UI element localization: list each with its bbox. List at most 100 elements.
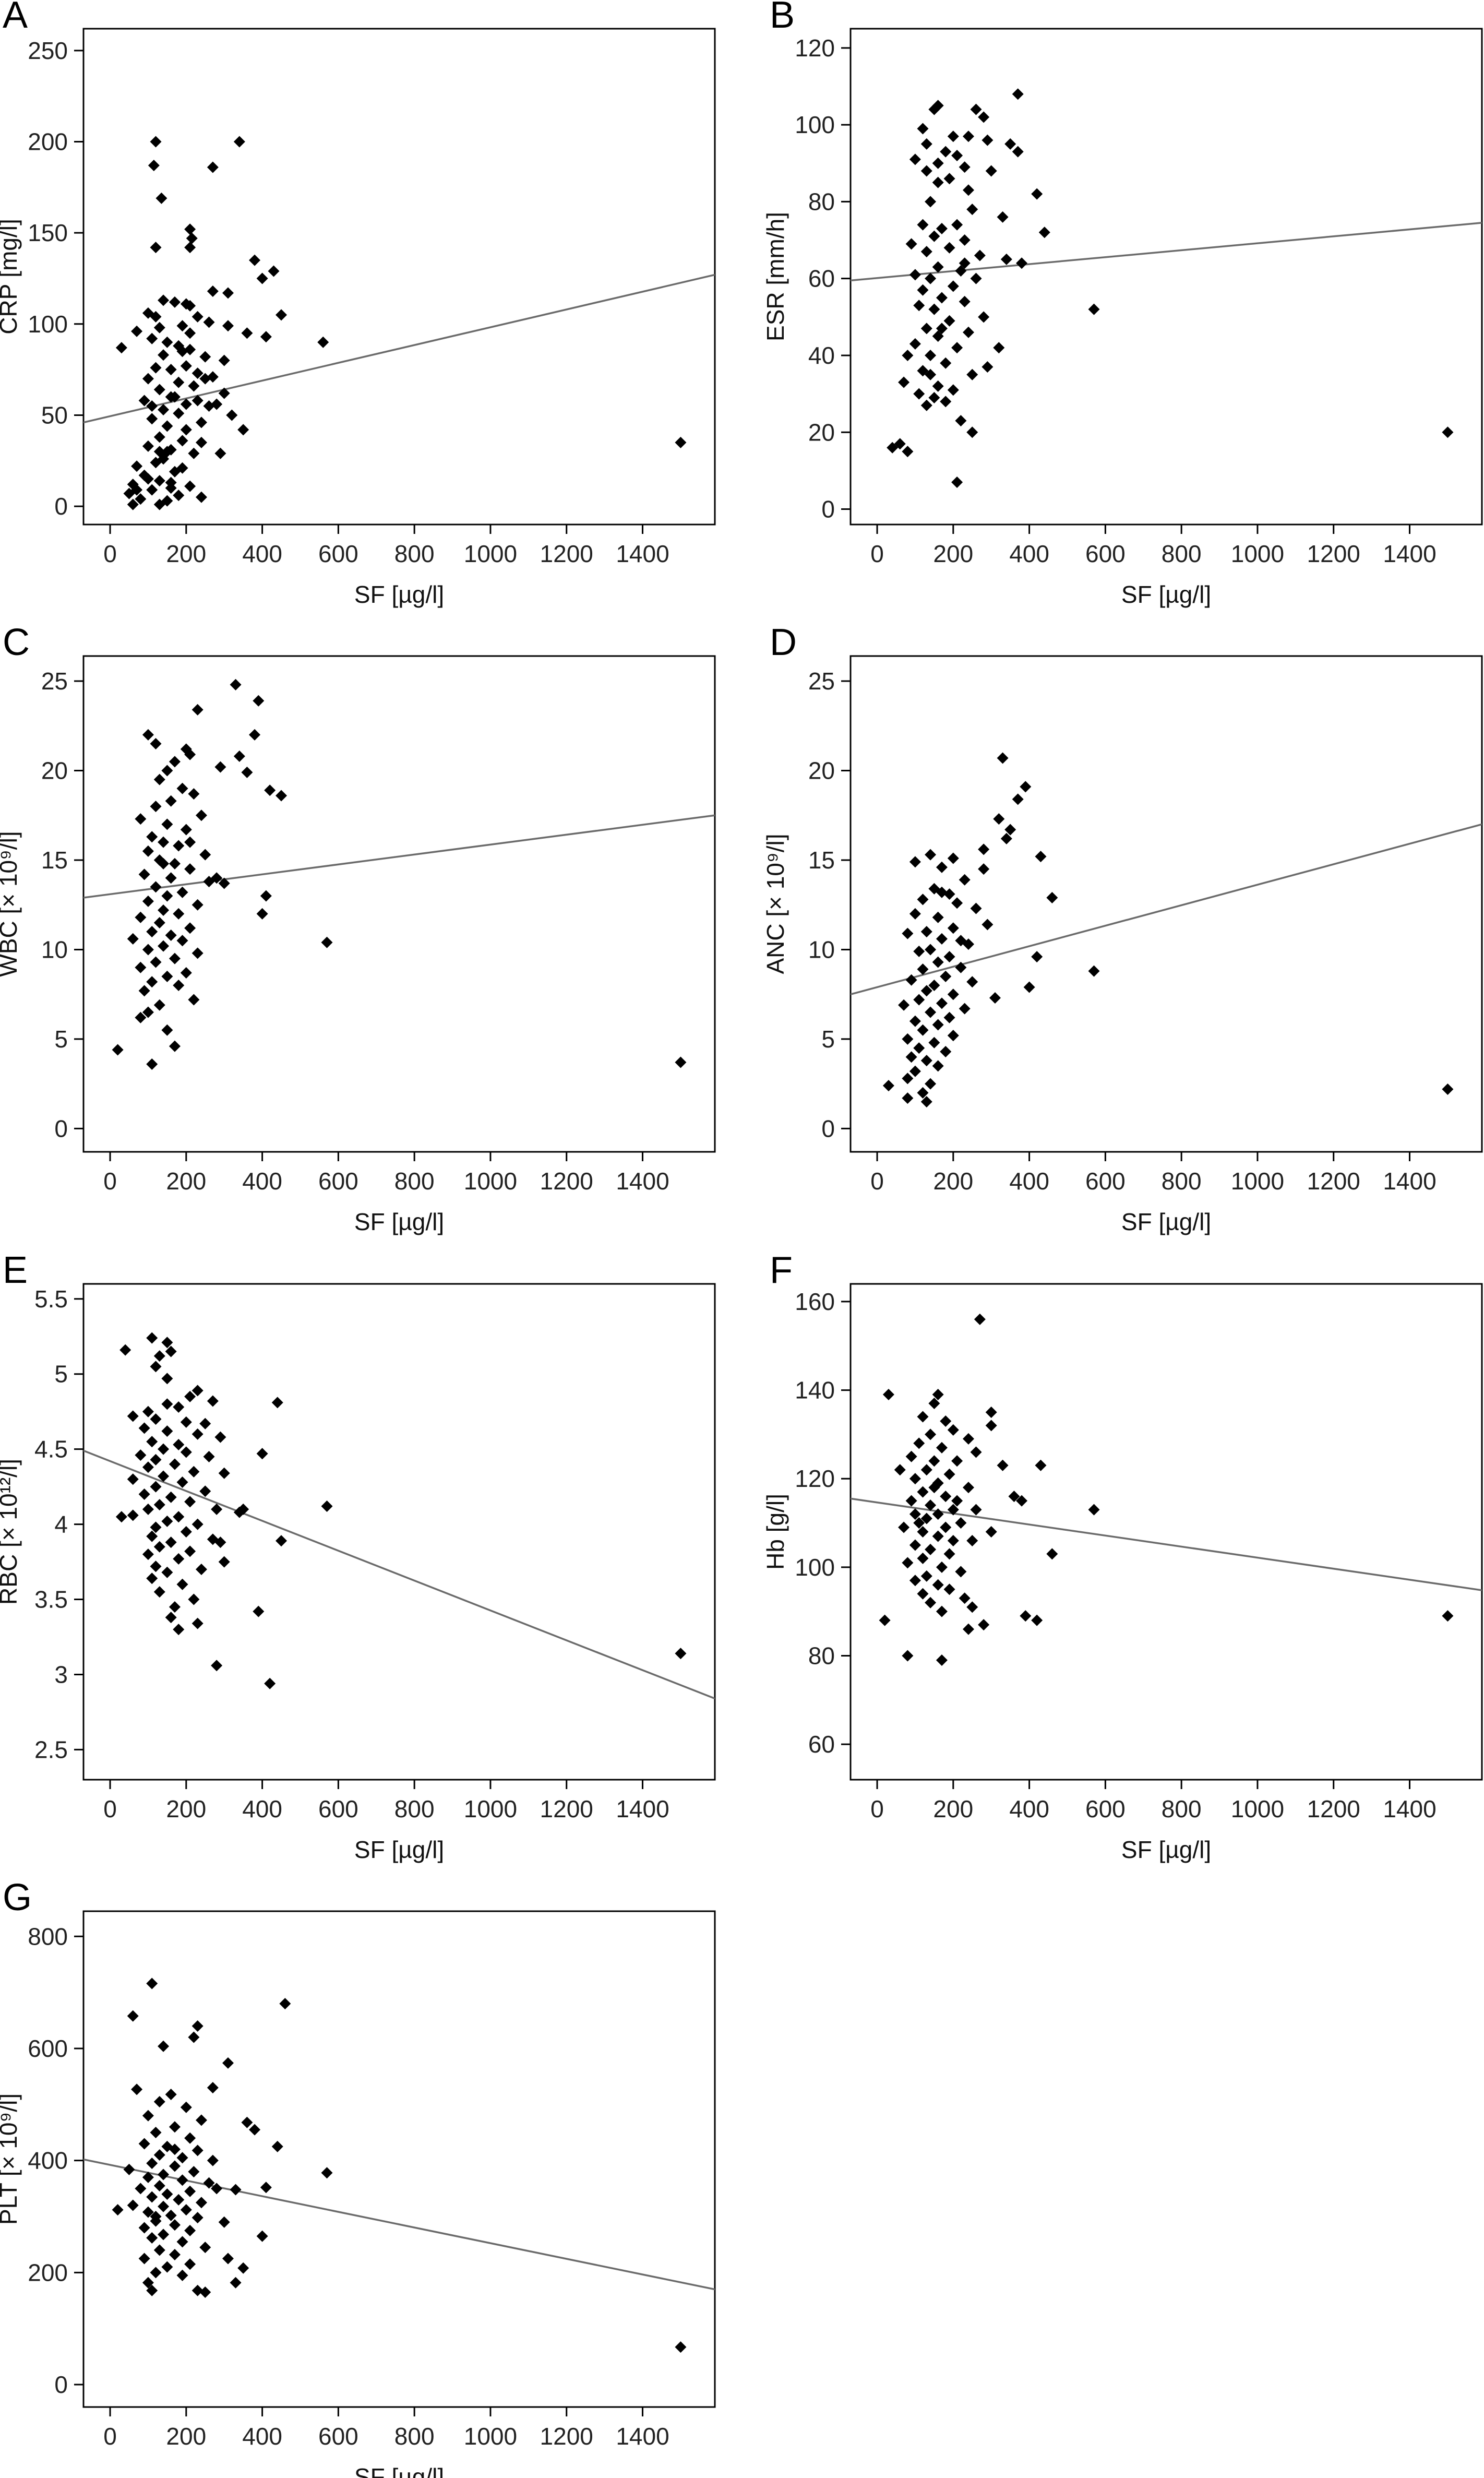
x-tick-label: 1200 <box>1307 1795 1360 1822</box>
data-point <box>146 1977 158 1989</box>
data-point <box>913 1437 925 1449</box>
data-point <box>1031 1614 1043 1626</box>
data-point <box>928 1037 940 1049</box>
regression-line <box>83 2158 715 2291</box>
data-point <box>898 999 910 1011</box>
data-point <box>211 1660 223 1672</box>
regression-line <box>851 823 1482 995</box>
data-point <box>203 876 215 888</box>
data-point <box>214 447 226 459</box>
data-point <box>222 287 234 299</box>
data-point <box>936 323 948 335</box>
data-point <box>905 974 917 986</box>
data-point <box>249 254 261 266</box>
data-point <box>917 284 929 296</box>
data-point <box>192 1518 204 1530</box>
data-point <box>955 1517 967 1529</box>
data-point <box>188 994 200 1006</box>
data-point <box>207 371 219 383</box>
data-point <box>940 396 952 408</box>
data-point <box>173 2194 185 2206</box>
x-axis-label: SF [µg/l] <box>354 2463 444 2478</box>
data-point <box>150 311 162 323</box>
data-point <box>951 219 963 231</box>
data-point <box>936 1654 948 1666</box>
data-point <box>153 917 165 929</box>
data-point <box>321 936 333 948</box>
y-tick-label: 200 <box>28 2259 68 2286</box>
data-point <box>218 877 230 889</box>
data-point <box>127 2199 139 2211</box>
data-point <box>962 130 974 142</box>
data-point <box>173 407 185 419</box>
data-point <box>1008 1491 1020 1503</box>
data-point <box>943 951 955 963</box>
data-point <box>920 323 932 335</box>
y-tick-label: 120 <box>795 34 835 62</box>
data-point <box>176 346 188 358</box>
data-point <box>932 911 944 923</box>
data-point <box>1442 1083 1454 1095</box>
x-tick-label: 200 <box>933 1167 973 1195</box>
data-point <box>932 1530 944 1542</box>
x-tick-label: 600 <box>1085 1795 1126 1822</box>
data-point <box>153 2149 165 2161</box>
data-point <box>131 460 143 472</box>
data-point <box>932 1579 944 1591</box>
data-point <box>917 1552 929 1564</box>
data-point <box>928 303 940 315</box>
data-point <box>940 146 952 158</box>
data-point <box>158 2169 170 2181</box>
y-tick-label: 15 <box>808 847 835 874</box>
data-point <box>905 238 917 250</box>
data-point <box>165 364 177 376</box>
data-point <box>153 384 165 396</box>
data-point <box>1035 1459 1047 1471</box>
data-point <box>142 2110 154 2122</box>
data-point <box>146 400 158 412</box>
data-point <box>249 729 261 741</box>
data-point <box>917 1087 929 1099</box>
data-point <box>135 911 147 923</box>
plot-frame <box>82 28 716 526</box>
x-tick-label: 0 <box>870 540 884 567</box>
data-point <box>1020 781 1032 793</box>
data-point <box>165 1491 177 1503</box>
data-point <box>920 399 932 411</box>
x-tick-label: 1000 <box>464 1167 517 1195</box>
x-tick-label: 1200 <box>540 1795 593 1822</box>
data-point <box>169 296 181 308</box>
x-tick-label: 400 <box>1009 1795 1049 1822</box>
data-point <box>940 1415 952 1427</box>
data-point <box>966 1534 978 1546</box>
data-point <box>222 320 234 332</box>
data-point <box>913 300 925 312</box>
data-point <box>161 446 173 458</box>
panel-letter: A <box>3 0 28 36</box>
y-tick-label: 25 <box>41 668 68 695</box>
data-point <box>1000 832 1012 844</box>
data-point <box>153 1499 165 1511</box>
data-point <box>184 1545 196 1557</box>
data-point <box>241 327 253 339</box>
y-tick-label: 150 <box>28 219 68 246</box>
data-point <box>142 2277 154 2289</box>
data-point <box>150 136 162 148</box>
data-point <box>150 881 162 893</box>
data-point <box>932 1019 944 1031</box>
data-point <box>161 420 173 432</box>
x-axis-label: SF [µg/l] <box>1121 1836 1211 1863</box>
data-point <box>207 2154 219 2166</box>
x-tick-label: 600 <box>318 1795 358 1822</box>
data-point <box>169 2249 181 2261</box>
data-point <box>188 788 200 800</box>
x-tick-label: 200 <box>933 1795 973 1822</box>
data-point <box>150 242 162 254</box>
data-point <box>192 899 204 911</box>
data-point <box>917 1024 929 1036</box>
data-point <box>131 2083 143 2095</box>
data-point <box>173 1624 185 1636</box>
data-point <box>1016 1495 1028 1507</box>
data-point <box>161 1024 173 1036</box>
data-point <box>161 1515 173 1527</box>
